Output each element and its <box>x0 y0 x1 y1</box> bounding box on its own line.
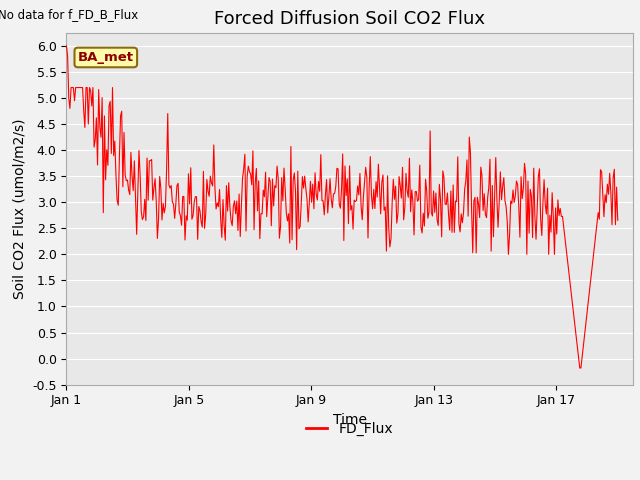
Y-axis label: Soil CO2 Flux (umol/m2/s): Soil CO2 Flux (umol/m2/s) <box>13 119 27 299</box>
Legend: FD_Flux: FD_Flux <box>301 416 399 441</box>
X-axis label: Time: Time <box>333 413 367 427</box>
Title: Forced Diffusion Soil CO2 Flux: Forced Diffusion Soil CO2 Flux <box>214 11 485 28</box>
Text: No data for f_FD_B_Flux: No data for f_FD_B_Flux <box>0 8 139 21</box>
Text: BA_met: BA_met <box>78 51 134 64</box>
